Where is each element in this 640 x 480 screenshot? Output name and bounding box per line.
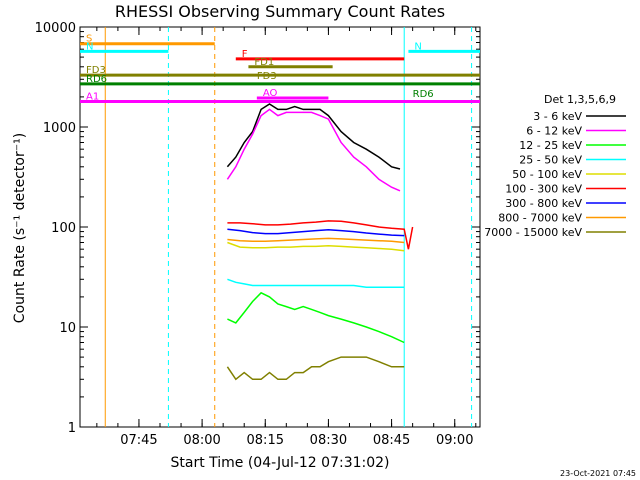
x-tick-label: 08:15 [247,433,284,448]
x-tick-label: 08:45 [373,433,410,448]
flag-label-n: N [86,41,93,52]
flag-label-n: N [414,41,421,52]
y-tick-label: 10000 [35,21,76,36]
series-line-100-300-kev [227,220,414,250]
y-tick-label: 100 [51,221,76,236]
legend-title: Det 1,3,5,6,9 [544,93,616,106]
flag-label-fd3: FD3 [86,65,106,76]
flag-label-fd3: FD3 [257,71,277,82]
x-tick-label: 09:00 [436,433,473,448]
x-tick-label: 08:30 [310,433,347,448]
flag-label-rd6: RD6 [86,74,107,85]
y-tick-label: 1000 [43,121,76,136]
legend-label-25-50-kev: 25 - 50 keV [519,154,582,167]
series-line-800-7000-kev [227,237,405,244]
x-tick-label: 08:00 [183,433,220,448]
flag-label-s: S [86,34,92,45]
series-line-6-12-kev [226,108,401,192]
legend-label-3-6-kev: 3 - 6 keV [533,110,582,123]
series-line-300-800-kev [227,228,405,237]
flag-label-fd1: FD1 [254,57,274,68]
series-line-3-6-kev [226,103,401,170]
series-line-25-50-kev [227,278,405,288]
series-line-7000-15000-kev [226,356,405,381]
series-line-50-100-kev [227,241,405,252]
series-line-12-25-kev [227,291,405,344]
flag-label-a1: A1 [86,91,99,102]
legend-label-7000-15000-kev: 7000 - 15000 keV [484,226,582,239]
chart-title: RHESSI Observing Summary Count Rates [115,2,445,21]
y-tick-label: 1 [68,421,76,436]
flag-label-ao: AO [263,88,278,99]
flag-label-rd6: RD6 [413,89,434,100]
y-tick-label: 10 [59,321,76,336]
legend-label-800-7000-kev: 800 - 7000 keV [498,212,582,225]
y-axis-label: Count Rate (s⁻¹ detector⁻¹) [12,133,28,323]
plot-layer: 1 10 100 1000 10000 07:45 08:00 08:15 08:30 08:45… [35,21,626,448]
flag-label-f: F [242,49,248,60]
legend-label-100-300-kev: 100 - 300 keV [505,183,582,196]
footer-stamp: 23-Oct-2021 07:45 [560,469,636,478]
plot-frame [79,26,481,428]
x-axis-label: Start Time (04-Jul-12 07:31:02) [170,455,389,471]
legend-label-12-25-kev: 12 - 25 keV [519,139,582,152]
legend-label-50-100-kev: 50 - 100 keV [512,168,582,181]
x-tick-label: 07:45 [120,433,157,448]
legend-label-6-12-kev: 6 - 12 keV [526,125,582,138]
legend-label-300-800-kev: 300 - 800 keV [505,197,582,210]
